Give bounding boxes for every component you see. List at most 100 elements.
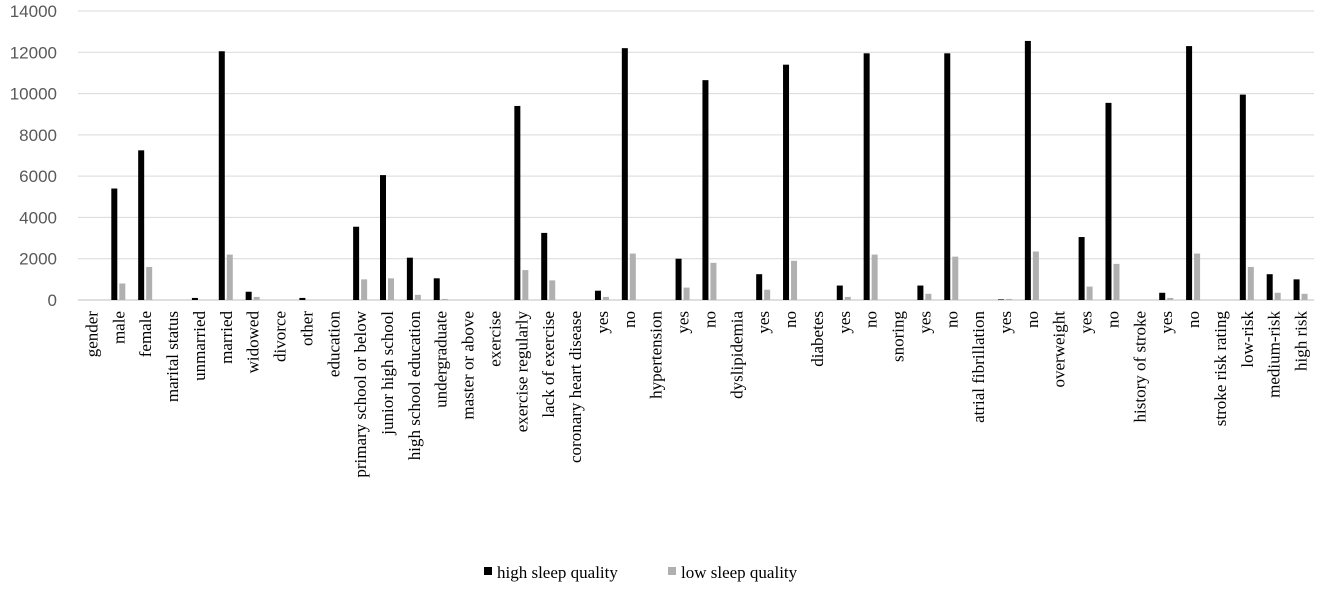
x-category-label: education [324, 311, 343, 378]
bar-low-sleep-quality [549, 280, 556, 300]
bar-low-sleep-quality [361, 279, 368, 300]
y-tick-label: 12000 [10, 43, 57, 62]
y-tick-label: 4000 [19, 208, 57, 227]
x-category-label: hypertension [647, 311, 666, 399]
legend: high sleep quality low sleep quality [484, 563, 798, 582]
bar-high-sleep-quality [863, 53, 870, 300]
bar-low-sleep-quality [844, 296, 851, 300]
gridlines [78, 10, 1314, 301]
bar-high-sleep-quality [514, 105, 521, 300]
bar-high-sleep-quality [1024, 40, 1031, 301]
bar-low-sleep-quality [1301, 293, 1308, 300]
x-category-label: no [1023, 311, 1042, 328]
bars [111, 40, 1308, 301]
x-category-label: stroke risk rating [1211, 311, 1230, 427]
bar-high-sleep-quality [621, 48, 628, 301]
x-category-label: no [620, 311, 639, 328]
bar-low-sleep-quality [925, 293, 932, 300]
bar-low-sleep-quality [1247, 266, 1254, 300]
y-tick-label: 0 [48, 291, 57, 310]
bar-low-sleep-quality [1167, 297, 1174, 300]
x-category-label: widowed [244, 311, 263, 374]
y-tick-label: 14000 [10, 2, 57, 21]
x-category-label: married [217, 311, 236, 364]
bar-high-sleep-quality [917, 285, 924, 300]
bar-high-sleep-quality [191, 297, 198, 300]
bar-low-sleep-quality [522, 270, 529, 300]
bar-high-sleep-quality [1239, 94, 1246, 300]
bar-low-sleep-quality [1006, 298, 1012, 300]
x-category-label: overweight [1050, 311, 1069, 388]
bar-low-sleep-quality [629, 253, 636, 300]
bar-high-sleep-quality [541, 232, 548, 300]
bar-low-sleep-quality [683, 287, 690, 300]
bar-low-sleep-quality [791, 260, 798, 300]
y-tick-label: 6000 [19, 167, 57, 186]
bar-high-sleep-quality [836, 285, 843, 300]
x-category-label: divorce [271, 311, 290, 362]
bar-low-sleep-quality [146, 266, 153, 300]
x-category-label: no [1103, 311, 1122, 328]
bar-high-sleep-quality [944, 53, 951, 300]
x-category-label: gender [82, 311, 101, 358]
legend-swatch-high-sleep-quality [484, 567, 492, 575]
x-category-label: dyslipidemia [727, 311, 746, 399]
bar-low-sleep-quality [952, 256, 959, 300]
bar-high-sleep-quality [594, 290, 601, 300]
bar-high-sleep-quality [299, 297, 306, 300]
x-category-label: undergraduate [432, 311, 451, 408]
x-category-label: no [700, 311, 719, 328]
bar-low-sleep-quality [119, 283, 126, 300]
x-category-label: yes [754, 311, 773, 334]
x-category-label: female [136, 311, 155, 357]
x-category-label: male [109, 311, 128, 344]
bar-low-sleep-quality [710, 262, 717, 300]
y-tick-label: 8000 [19, 126, 57, 145]
bar-high-sleep-quality [675, 258, 682, 300]
bar-high-sleep-quality [406, 257, 413, 300]
legend-label-low-sleep-quality: low sleep quality [681, 563, 798, 582]
x-category-label: snoring [889, 311, 908, 363]
bar-high-sleep-quality [1293, 279, 1300, 300]
bar-high-sleep-quality [353, 226, 360, 300]
bar-high-sleep-quality [433, 278, 440, 300]
x-axis-category-labels: gender male female marital status unmarried m… [82, 310, 1310, 477]
x-category-label: exercise [485, 311, 504, 367]
x-category-label: no [862, 311, 881, 328]
y-tick-label: 2000 [19, 250, 57, 269]
bar-high-sleep-quality [702, 80, 709, 301]
x-category-label: no [1184, 311, 1203, 328]
x-category-label: lack of exercise [539, 311, 558, 418]
bar-high-sleep-quality [245, 291, 252, 300]
x-category-label: no [781, 311, 800, 328]
bar-high-sleep-quality [756, 274, 763, 300]
legend-swatch-low-sleep-quality [668, 567, 676, 575]
x-category-label: yes [674, 311, 693, 334]
bar-low-sleep-quality [226, 254, 233, 300]
bar-high-sleep-quality [111, 188, 118, 300]
bar-low-sleep-quality [388, 278, 394, 300]
x-category-label: yes [915, 311, 934, 334]
bar-high-sleep-quality [1105, 102, 1112, 300]
bar-low-sleep-quality [764, 289, 771, 300]
x-category-label: other [297, 311, 316, 346]
x-category-label: unmarried [190, 311, 209, 381]
x-category-label: high risk [1292, 311, 1311, 371]
x-category-label: primary school or below [351, 310, 370, 477]
x-category-label: yes [1077, 311, 1096, 334]
x-category-label: yes [996, 311, 1015, 334]
x-category-label: high school education [405, 311, 424, 461]
x-category-label: exercise regularly [512, 311, 531, 433]
x-category-label: no [942, 311, 961, 328]
bar-low-sleep-quality [1086, 286, 1093, 300]
bar-low-sleep-quality [441, 298, 448, 300]
bar-high-sleep-quality [380, 175, 386, 300]
bar-high-sleep-quality [783, 64, 790, 301]
bar-low-sleep-quality [602, 296, 609, 300]
legend-label-high-sleep-quality: high sleep quality [497, 563, 618, 582]
bar-high-sleep-quality [218, 51, 225, 300]
bar-low-sleep-quality [1194, 253, 1201, 300]
x-category-label: diabetes [808, 311, 827, 367]
x-category-label: master or above [459, 311, 478, 420]
